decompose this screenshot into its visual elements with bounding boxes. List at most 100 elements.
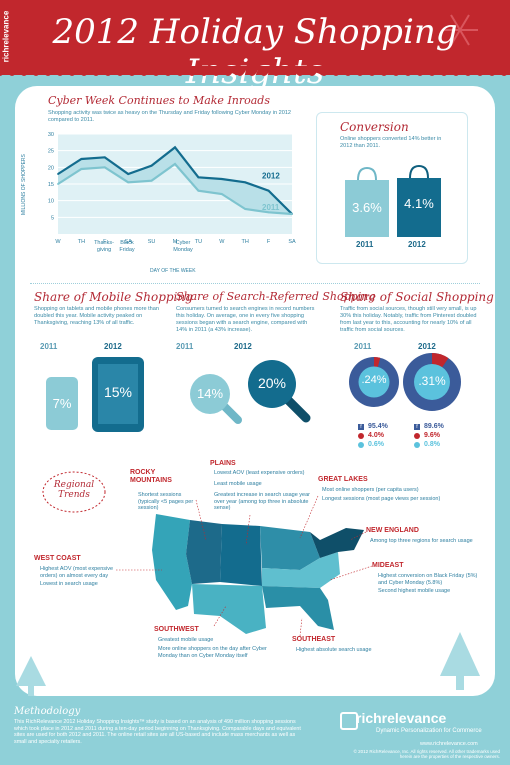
region-great-lakes: [260, 526, 320, 570]
series-label: 2012: [262, 171, 280, 180]
snowflake-icon: [442, 14, 478, 46]
search-2011-value: 14%: [196, 386, 224, 401]
social-2012-facebook: 89.6%: [424, 423, 444, 430]
data-point: [150, 164, 153, 167]
region-southeast-name: SOUTHEAST: [292, 636, 336, 643]
data-point: [57, 183, 59, 185]
annotation-thanksgiving: Thanks- giving: [94, 240, 114, 253]
social-2011-facebook: 95.4%: [368, 423, 388, 430]
region-great-lakes-name: GREAT LAKES: [318, 476, 368, 483]
social-2012-twitter: 0.8%: [424, 441, 440, 448]
x-tick-label: W: [219, 239, 225, 245]
region-mideast-text1: Highest conversion on Black Friday (5%) …: [378, 573, 478, 586]
y-tick-label: 10: [48, 199, 54, 205]
search-2012-value: 20%: [257, 375, 287, 391]
social-text: Traffic from social sources, though stil…: [340, 306, 477, 333]
tablet-screen: [98, 364, 138, 424]
data-point: [267, 189, 270, 192]
region-plains-text1: Lowest AOV (least expensive orders): [214, 470, 305, 476]
bag-2011-icon: [345, 166, 389, 237]
x-tick-label: TH: [242, 239, 249, 245]
x-tick-label: TH: [78, 239, 85, 245]
mobile-title: Share of Mobile Shopping: [34, 290, 193, 304]
data-point: [150, 179, 153, 182]
region-southwest-name: SOUTHWEST: [154, 626, 199, 633]
data-point: [103, 156, 106, 159]
section-divider: [30, 283, 480, 284]
page-title: 2012 Holiday Shopping Insights: [52, 12, 458, 92]
data-point: [80, 168, 83, 170]
twitter-icon: [358, 442, 364, 448]
footer-logo: richrelevance: [356, 710, 447, 726]
pinterest-icon: [414, 433, 420, 439]
region-mideast: [262, 552, 340, 588]
conversion-2012-label: 2012: [408, 240, 426, 249]
facebook-icon: f: [358, 424, 364, 430]
mobile-2011-label: 2011: [40, 342, 58, 351]
data-point: [127, 181, 130, 184]
us-map: [152, 514, 364, 634]
region-rocky-text: Shortest sessions (typically <5 pages pe…: [138, 492, 194, 511]
x-tick-label: SU: [148, 239, 156, 245]
data-point: [244, 208, 247, 210]
y-tick-label: 15: [48, 182, 54, 188]
region-plains-text3: Greatest increase in search usage year o…: [214, 492, 310, 511]
region-plains: [220, 524, 262, 586]
x-tick-label: SA: [288, 239, 296, 245]
footer-url: www.richrelevance.com: [420, 741, 478, 747]
data-point: [57, 173, 59, 175]
region-southwest-text2: More online shoppers on the day after Cy…: [158, 646, 267, 659]
region-west-coast-name: WEST COAST: [34, 555, 81, 562]
mobile-2012-label: 2012: [104, 342, 122, 351]
data-point: [174, 163, 176, 165]
data-point: [103, 166, 106, 169]
x-tick-label: TU: [195, 239, 202, 245]
social-2011-value: .24%: [361, 374, 387, 386]
footer-copyright: © 2012 RichRelevance, Inc. All rights re…: [353, 749, 500, 760]
search-text: Consumers turned to search engines in re…: [176, 306, 315, 333]
region-great-lakes-text1: Most online shoppers (per capita users): [322, 487, 419, 493]
series-label: 2011: [262, 203, 280, 212]
search-2011-label: 2011: [176, 342, 194, 351]
data-point: [80, 158, 83, 160]
mobile-2011-value: 7%: [52, 396, 72, 411]
logo-icon: [340, 712, 358, 730]
social-2011-label: 2011: [354, 342, 372, 351]
series-gap-area: [58, 147, 292, 214]
social-2011-pinterest: 4.0%: [368, 432, 384, 439]
methodology-text: This RichRelevance 2012 Holiday Shopping…: [14, 719, 301, 745]
regional-trends-ornament: [42, 471, 106, 513]
phone-icon: [46, 377, 78, 430]
region-new-england-name: NEW ENGLAND: [366, 527, 419, 534]
pie-center: [414, 364, 450, 400]
region-rocky-name: ROCKY MOUNTAINS: [130, 469, 172, 484]
methodology-title: Methodology: [14, 706, 81, 717]
data-point: [244, 181, 247, 184]
y-tick-label: 25: [48, 149, 54, 155]
x-tick-label: W: [55, 239, 61, 245]
y-tick-label: 30: [48, 132, 54, 138]
search-2012-label: 2012: [234, 342, 252, 351]
region-mideast-text2: Second highest mobile usage: [378, 588, 451, 594]
conversion-2011-value: 3.6%: [352, 200, 382, 215]
annotation-cyber-monday: Cyber Monday: [173, 240, 193, 253]
conversion-title: Conversion: [340, 120, 409, 134]
search-title: Share of Search-Referred Shopping: [176, 290, 376, 303]
x-tick-label: F: [103, 239, 107, 245]
social-2012-pie: [403, 353, 461, 411]
data-point: [197, 189, 200, 192]
y-tick-label: 5: [51, 215, 54, 221]
pie-center: [358, 366, 390, 398]
data-point: [220, 178, 223, 180]
cyber-week-title: Cyber Week Continues to Make Inroads: [48, 94, 270, 107]
region-new-england: [310, 528, 364, 558]
scallop-border: [0, 66, 510, 76]
conversion-text: Online shoppers converted 14% better in …: [340, 136, 442, 149]
region-southeast: [262, 586, 334, 630]
region-new-england-text: Among top three regions for search usage: [370, 538, 473, 544]
region-mideast-name: MIDEAST: [372, 562, 404, 569]
region-west-coast-text1: Highest AOV (most expensive orders) on a…: [40, 566, 114, 579]
region-plains-name: PLAINS: [210, 460, 236, 467]
pine-tree-icon: [16, 656, 46, 696]
